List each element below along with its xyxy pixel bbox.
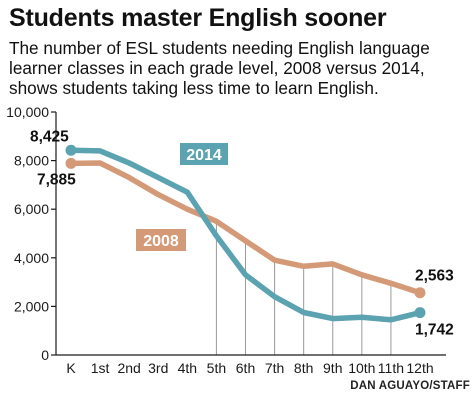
x-tick-label: 10th — [348, 360, 375, 376]
series-2014-point — [65, 144, 77, 156]
legend-tag-2014-box — [180, 143, 228, 165]
chart-subtitle: The number of ESL students needing Engli… — [9, 38, 430, 98]
y-tick-label: 10,000 — [6, 104, 49, 120]
data-label-2008-first: 7,885 — [37, 171, 76, 188]
x-tick-label: 12th — [406, 360, 433, 376]
legend-tag-2008-text: 2008 — [143, 233, 179, 250]
y-tick-label: 8,000 — [14, 153, 49, 169]
x-tick-label: 2nd — [117, 360, 140, 376]
y-tick-label: 4,000 — [14, 250, 49, 266]
legend-tag-2008-box — [136, 229, 186, 251]
legend-tag-2014: 2014 — [180, 143, 228, 165]
legend-tag-2014-text: 2014 — [186, 147, 222, 164]
x-tick-label: 11th — [378, 360, 404, 376]
series-2008-point — [65, 157, 77, 169]
series-2008-line — [68, 160, 423, 296]
chart-labels: 8,425 7,885 2,563 1,742 2014 2008 — [30, 128, 454, 338]
y-tick-label: 2,000 — [14, 298, 49, 314]
x-tick-label: 4th — [178, 360, 197, 376]
series-2014-point — [414, 307, 426, 319]
series-2014-line — [68, 147, 423, 323]
x-tick-label: 1st — [91, 360, 110, 376]
data-label-2008-last: 2,563 — [415, 268, 454, 285]
x-tick-label: 8th — [294, 360, 313, 376]
x-tick-label: 7th — [265, 360, 284, 376]
axes: 0 2,000 4,000 6,000 8,000 10,000 K 1st 2nd 3rd 4th… — [6, 104, 446, 376]
y-tick-label: 0 — [41, 347, 49, 363]
chart-title: Students master English sooner — [9, 4, 387, 32]
series-2008-point — [414, 287, 426, 299]
y-tick-label: 6,000 — [14, 201, 49, 217]
photo-credit: DAN AGUAYO/STAFF — [350, 380, 470, 392]
x-tick-label: 5th — [207, 360, 226, 376]
x-tick-label: K — [66, 360, 76, 376]
series-lines — [65, 144, 426, 323]
x-tick-label: 6th — [236, 360, 255, 376]
data-label-2014-first: 8,425 — [30, 128, 69, 145]
data-label-2014-last: 1,742 — [415, 322, 454, 339]
x-tick-label: 9th — [323, 360, 342, 376]
legend-tag-2008: 2008 — [136, 229, 186, 251]
x-tick-label: 3rd — [148, 360, 168, 376]
